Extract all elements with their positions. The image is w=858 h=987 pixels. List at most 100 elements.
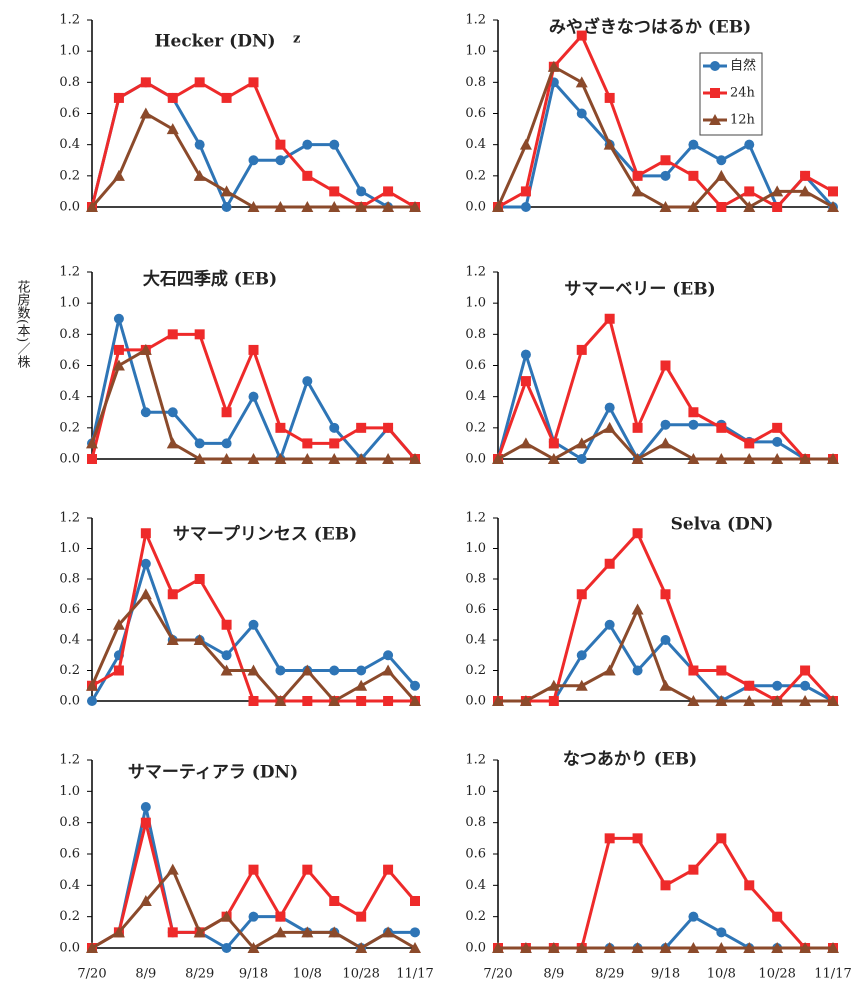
data-point [86, 679, 98, 691]
x-tick-label: 9/18 [239, 967, 268, 982]
data-point [247, 664, 260, 676]
data-point [687, 942, 700, 953]
data-point [275, 139, 286, 150]
data-point [716, 202, 727, 212]
data-point [112, 618, 125, 630]
data-point [688, 139, 699, 150]
y-tick-label: 0.6 [465, 358, 486, 373]
data-point [194, 139, 205, 150]
data-point [548, 696, 559, 706]
data-point [221, 943, 232, 953]
y-tick-label: 0.2 [465, 168, 486, 183]
data-point [221, 650, 232, 661]
data-point [383, 650, 394, 661]
data-point [302, 438, 313, 449]
data-point [302, 139, 313, 150]
data-point [329, 665, 340, 676]
series-line [90, 80, 415, 211]
data-point [799, 695, 812, 706]
x-tick-label: 10/8 [707, 967, 736, 982]
data-point [519, 437, 532, 449]
data-point [248, 696, 259, 706]
data-point [220, 453, 233, 464]
data-point [827, 942, 839, 953]
series-line [498, 530, 835, 703]
chart-title: サマーベリー (EB) [564, 280, 715, 300]
y-tick-label: 0.8 [465, 327, 486, 342]
data-point [604, 619, 615, 630]
y-tick-label: 0.4 [465, 878, 486, 893]
data-point [194, 574, 205, 584]
data-point [492, 695, 504, 706]
series-line [91, 822, 417, 950]
data-point [799, 185, 812, 197]
footnote-mark: z [293, 32, 300, 47]
data-point [355, 453, 368, 464]
series-line [498, 835, 833, 950]
data-point [275, 155, 286, 166]
legend-marker [710, 88, 720, 98]
data-point [687, 453, 700, 464]
data-point [688, 419, 699, 430]
data-point [356, 186, 367, 197]
data-point [632, 665, 643, 676]
data-point [603, 138, 616, 150]
y-tick-label: 1.2 [465, 265, 486, 280]
data-point [328, 201, 341, 212]
data-point [301, 664, 314, 676]
data-point [575, 679, 588, 691]
data-point [194, 438, 205, 449]
data-point [140, 528, 151, 539]
data-point [743, 942, 756, 953]
data-point [355, 201, 368, 212]
data-point [140, 802, 151, 812]
data-point [301, 201, 314, 212]
y-tick-label: 0.4 [59, 137, 80, 152]
y-tick-label: 1.2 [59, 511, 80, 526]
y-tick-label: 0.8 [59, 815, 80, 830]
data-point [382, 201, 395, 212]
y-tick-label: 0.6 [59, 847, 80, 862]
data-point [772, 202, 783, 212]
data-point [688, 864, 699, 875]
data-point [660, 419, 671, 430]
data-point [716, 155, 727, 166]
series-line [90, 558, 417, 702]
x-tick-label: 10/28 [758, 967, 795, 982]
data-point [383, 422, 394, 433]
x-tick-label: 8/29 [185, 967, 214, 982]
y-tick-label: 1.0 [59, 44, 80, 59]
data-point [576, 589, 587, 600]
data-point [301, 926, 314, 938]
data-point [575, 942, 588, 953]
data-point [771, 942, 784, 953]
data-point [248, 155, 259, 166]
data-point [248, 864, 259, 875]
data-point [221, 202, 232, 212]
data-point [604, 313, 615, 324]
data-point [604, 833, 615, 844]
y-tick-label: 1.2 [59, 13, 80, 28]
data-point [547, 679, 560, 691]
data-point [800, 170, 811, 181]
series-line [91, 528, 415, 703]
y-tick-label: 1.0 [465, 296, 486, 311]
series-line [90, 591, 417, 704]
y-tick-label: 0.6 [465, 847, 486, 862]
data-point [356, 422, 367, 433]
data-point [575, 437, 588, 449]
data-point [87, 696, 97, 706]
y-tick-label: 1.2 [465, 753, 486, 768]
data-point [328, 453, 341, 464]
data-point [275, 665, 286, 676]
data-point [140, 558, 151, 569]
data-point [87, 454, 97, 464]
y-tick-label: 1.0 [59, 296, 80, 311]
y-tick-label: 0.0 [59, 694, 80, 709]
data-point [772, 911, 783, 922]
data-point [632, 833, 643, 844]
data-point [248, 391, 259, 402]
y-tick-label: 0.2 [59, 420, 80, 435]
x-tick-label: 11/17 [814, 967, 851, 982]
